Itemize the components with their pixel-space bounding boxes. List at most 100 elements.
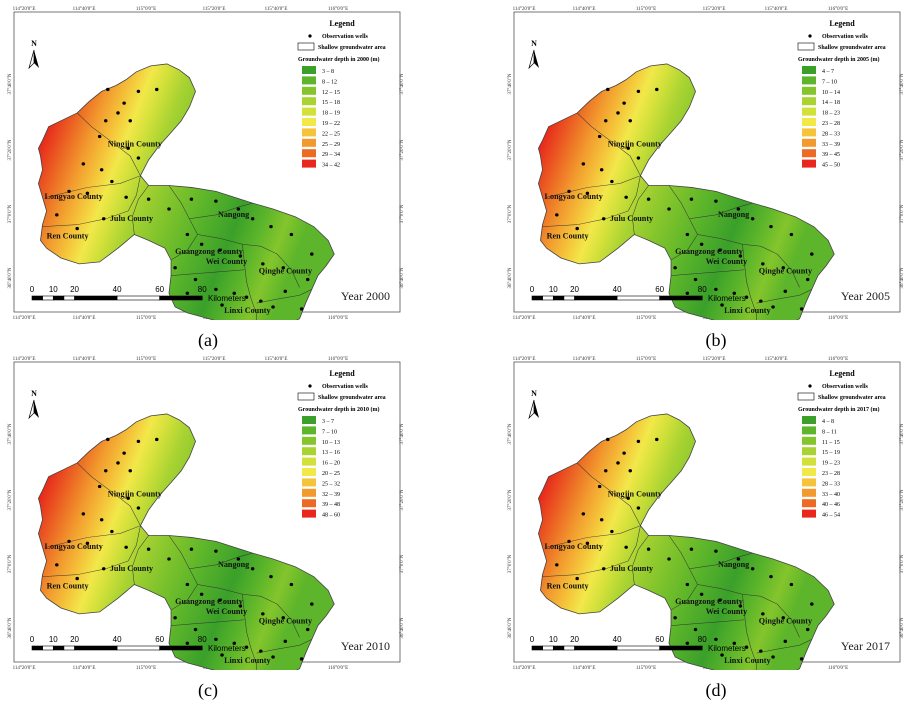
county-border bbox=[132, 185, 149, 235]
county-border bbox=[132, 535, 149, 585]
county-border bbox=[689, 202, 753, 220]
observation-well bbox=[305, 277, 310, 282]
area-symbol bbox=[297, 42, 315, 51]
observation-well bbox=[810, 602, 814, 606]
legend: Legend Observation wells Shallow groundwat… bbox=[297, 369, 386, 519]
county-border bbox=[42, 525, 141, 577]
county-label: Wei County bbox=[206, 607, 247, 616]
observation-well bbox=[720, 303, 724, 307]
legend-swatch bbox=[302, 509, 316, 518]
legend-shallow-area: Shallow groundwater area bbox=[818, 395, 886, 401]
map-svg-a: 114°20'0"E 114°20'0"E 114°40'0"E 114°40'0"E… bbox=[8, 7, 404, 320]
legend-class-label: 4 – 7 bbox=[822, 69, 834, 75]
observation-well bbox=[136, 89, 141, 94]
observation-well bbox=[146, 197, 151, 201]
lon-tick-bottom: 115°0'0"E bbox=[136, 666, 156, 670]
well-symbol bbox=[308, 34, 312, 38]
observation-well bbox=[799, 657, 804, 661]
lat-tick-right: 37°20'0"N bbox=[400, 139, 404, 160]
observation-well bbox=[646, 197, 651, 201]
lat-tick-left: 36°40'0"N bbox=[8, 617, 13, 638]
legend-shallow-area: Shallow groundwater area bbox=[818, 45, 886, 51]
observation-well bbox=[581, 162, 586, 166]
observation-well bbox=[101, 217, 106, 221]
observation-well bbox=[689, 547, 694, 551]
groundwater-map: Ningjin County Longyao County Julu County N… bbox=[38, 413, 335, 670]
lat-tick-right: 36°40'0"N bbox=[400, 617, 404, 638]
county-label: Qinghe County bbox=[259, 267, 312, 276]
observation-well bbox=[622, 451, 626, 455]
lon-tick-top: 114°40'0"E bbox=[73, 357, 96, 362]
legend-class-label: 32 – 39 bbox=[322, 492, 340, 498]
observation-well bbox=[673, 616, 677, 620]
year-label: Year 2017 bbox=[841, 639, 890, 653]
groundwater-map: Ningjin County Longyao County Julu County N… bbox=[38, 63, 335, 320]
observation-well bbox=[624, 195, 628, 199]
lat-tick-right: 37°40'0"N bbox=[900, 423, 904, 444]
observation-well bbox=[85, 191, 90, 195]
legend-class-label: 23 – 28 bbox=[822, 471, 840, 477]
county-border bbox=[42, 175, 141, 227]
observation-well bbox=[136, 156, 141, 160]
lat-tick-right: 37°0'0"N bbox=[900, 554, 904, 573]
county-border bbox=[256, 639, 312, 654]
observation-well bbox=[805, 277, 810, 282]
observation-well bbox=[146, 547, 151, 551]
county-border bbox=[197, 234, 300, 288]
observation-well bbox=[636, 506, 641, 510]
legend-class-label: 4 – 8 bbox=[822, 419, 834, 425]
lat-tick-right: 37°40'0"N bbox=[400, 423, 404, 444]
year-label: Year 2010 bbox=[341, 639, 390, 653]
observation-well bbox=[673, 266, 677, 270]
lon-tick-bottom: 116°0'0"E bbox=[328, 316, 348, 320]
observation-well bbox=[218, 598, 222, 602]
lat-tick-right: 37°20'0"N bbox=[900, 489, 904, 510]
legend-title: Legend bbox=[829, 19, 855, 28]
lat-tick-left: 37°40'0"N bbox=[508, 73, 513, 94]
observation-well bbox=[693, 277, 698, 282]
county-label: Nangong bbox=[218, 210, 249, 219]
groundwater-depth-surface bbox=[538, 63, 835, 320]
lon-tick-top: 115°0'0"E bbox=[136, 7, 156, 12]
observation-well bbox=[128, 119, 132, 123]
north-arrow-icon: N bbox=[528, 39, 539, 70]
lon-tick-top: 115°0'0"E bbox=[636, 357, 656, 362]
observation-well bbox=[810, 252, 814, 256]
legend-depth-title: Groundwater depth in 2005 (m) bbox=[798, 56, 879, 63]
observation-well bbox=[238, 604, 243, 608]
observation-well bbox=[714, 287, 718, 292]
scale-tick: 20 bbox=[570, 635, 579, 644]
observation-well bbox=[214, 287, 218, 292]
observation-well bbox=[271, 305, 275, 309]
observation-well bbox=[805, 627, 810, 632]
lon-tick-top: 114°20'0"E bbox=[513, 7, 536, 12]
county-border bbox=[577, 462, 641, 526]
legend-swatch bbox=[802, 488, 816, 497]
scale-tick: 10 bbox=[49, 635, 58, 644]
observation-well bbox=[581, 512, 586, 516]
legend-class-label: 15 – 19 bbox=[822, 450, 840, 456]
observation-well bbox=[281, 616, 285, 620]
lon-tick-top: 115°20'0"E bbox=[203, 7, 226, 12]
observation-well bbox=[67, 539, 71, 544]
legend-observation-wells: Observation wells bbox=[822, 34, 868, 40]
observation-well bbox=[116, 111, 120, 115]
observation-well bbox=[610, 179, 614, 184]
observation-well bbox=[167, 207, 171, 211]
county-border bbox=[546, 175, 641, 198]
county-label: Longyao County bbox=[545, 192, 603, 201]
legend-swatch bbox=[302, 86, 316, 95]
legend-swatch bbox=[302, 159, 316, 168]
observation-well bbox=[769, 224, 773, 229]
observation-well bbox=[310, 602, 314, 606]
county-label: Qinghe County bbox=[759, 617, 812, 626]
observation-well bbox=[199, 592, 204, 596]
legend-class-label: 28 – 33 bbox=[822, 131, 840, 137]
observation-well bbox=[781, 616, 785, 620]
scale-tick: 20 bbox=[70, 285, 79, 294]
legend-class-label: 23 – 28 bbox=[822, 121, 840, 127]
legend-swatch bbox=[802, 447, 816, 456]
county-border bbox=[742, 594, 757, 670]
observation-well bbox=[250, 217, 255, 221]
